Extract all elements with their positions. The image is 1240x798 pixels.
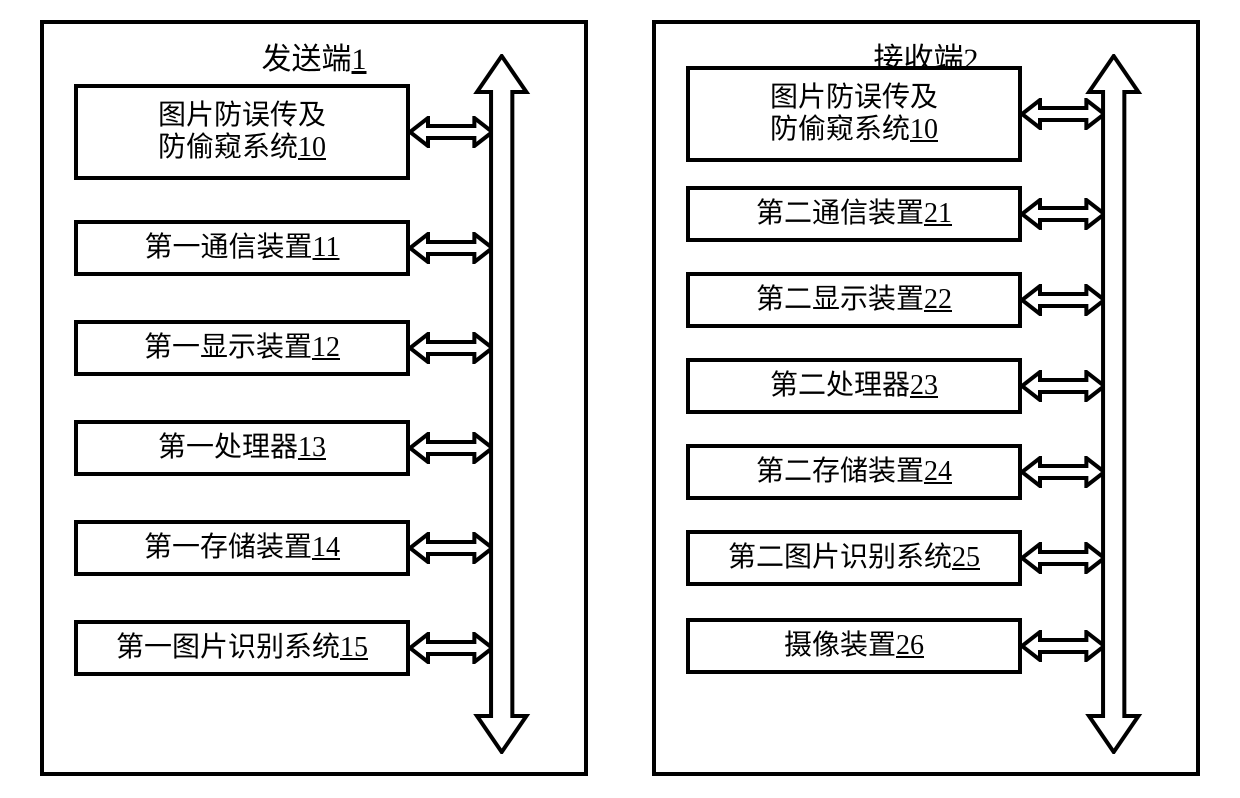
sender-connector-4 <box>410 532 492 564</box>
sender-box-3: 第一处理器13 <box>74 420 410 476</box>
receiver-box-label-5: 第二图片识别系统25 <box>728 542 980 574</box>
sender-connector-2 <box>410 332 492 364</box>
sender-box-label-1: 第一通信装置11 <box>145 232 340 264</box>
receiver-connector-1 <box>1022 198 1104 230</box>
receiver-box-0: 图片防误传及防偷窥系统10 <box>686 66 1022 162</box>
receiver-box-5: 第二图片识别系统25 <box>686 530 1022 586</box>
sender-box-label-3: 第一处理器13 <box>158 432 326 464</box>
sender-connector-5 <box>410 632 492 664</box>
receiver-box-2: 第二显示装置22 <box>686 272 1022 328</box>
receiver-connector-6 <box>1022 630 1104 662</box>
receiver-box-1: 第二通信装置21 <box>686 186 1022 242</box>
receiver-box-4: 第二存储装置24 <box>686 444 1022 500</box>
sender-connector-3 <box>410 432 492 464</box>
sender-box-4: 第一存储装置14 <box>74 520 410 576</box>
sender-box-label-2: 第一显示装置12 <box>144 332 340 364</box>
receiver-box-label-1: 第二通信装置21 <box>756 198 952 230</box>
receiver-connector-2 <box>1022 284 1104 316</box>
receiver-box-label-2: 第二显示装置22 <box>756 284 952 316</box>
receiver-connector-0 <box>1022 98 1104 130</box>
sender-box-label-4: 第一存储装置14 <box>144 532 340 564</box>
receiver-box-3: 第二处理器23 <box>686 358 1022 414</box>
receiver-box-label-0: 图片防误传及防偷窥系统10 <box>770 82 938 146</box>
receiver-box-label-6: 摄像装置26 <box>784 630 924 662</box>
receiver-box-label-3: 第二处理器23 <box>770 370 938 402</box>
receiver-connector-3 <box>1022 370 1104 402</box>
sender-box-2: 第一显示装置12 <box>74 320 410 376</box>
receiver-box-6: 摄像装置26 <box>686 618 1022 674</box>
sender-box-0: 图片防误传及防偷窥系统10 <box>74 84 410 180</box>
sender-box-label-0: 图片防误传及防偷窥系统10 <box>158 100 326 164</box>
sender-box-5: 第一图片识别系统15 <box>74 620 410 676</box>
receiver-box-label-4: 第二存储装置24 <box>756 456 952 488</box>
sender-box-1: 第一通信装置11 <box>74 220 410 276</box>
sender-connector-0 <box>410 116 492 148</box>
receiver-connector-4 <box>1022 456 1104 488</box>
sender-connector-1 <box>410 232 492 264</box>
sender-box-label-5: 第一图片识别系统15 <box>116 632 368 664</box>
receiver-connector-5 <box>1022 542 1104 574</box>
